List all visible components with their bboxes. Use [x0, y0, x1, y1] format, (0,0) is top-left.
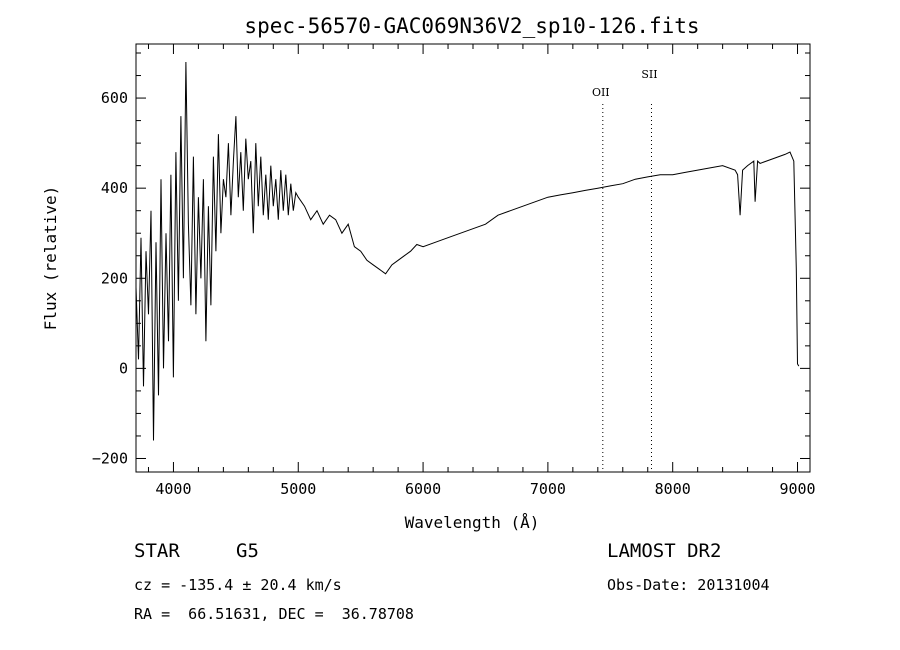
y-axis: −200 0 200 400 600: [92, 52, 810, 467]
obs-date: Obs-Date: 20131004: [607, 576, 770, 594]
x-tick-label: 6000: [405, 480, 441, 498]
survey-name: LAMOST DR2: [607, 540, 722, 562]
plot-frame: [135, 43, 811, 473]
y-tick-label: 200: [101, 269, 128, 287]
x-tick-label: 7000: [530, 480, 566, 498]
y-tick-label: 0: [119, 359, 128, 377]
x-tick-label: 9000: [779, 480, 815, 498]
x-tick-label: 4000: [155, 480, 191, 498]
y-tick-label: −200: [92, 449, 128, 467]
object-class: STAR: [134, 540, 180, 562]
x-axis-label: Wavelength (Å): [405, 513, 540, 532]
line-markers: OII SII: [592, 68, 658, 472]
line-marker-label: SII: [641, 68, 657, 81]
coordinates: RA = 66.51631, DEC = 36.78708: [134, 605, 414, 623]
line-marker-label: OII: [592, 86, 610, 99]
redshift-cz: cz = -135.4 ± 20.4 km/s: [134, 576, 342, 594]
x-tick-label: 5000: [280, 480, 316, 498]
spectrum-line: [135, 61, 800, 441]
object-subclass: G5: [236, 540, 259, 562]
x-axis: 4000 5000 6000 7000 8000 9000: [147, 44, 816, 498]
y-tick-label: 400: [101, 179, 128, 197]
y-tick-label: 600: [101, 89, 128, 107]
y-axis-label: Flux (relative): [41, 186, 60, 331]
chart-title: spec-56570-GAC069N36V2_sp10-126.fits: [244, 14, 699, 38]
x-tick-label: 8000: [655, 480, 691, 498]
